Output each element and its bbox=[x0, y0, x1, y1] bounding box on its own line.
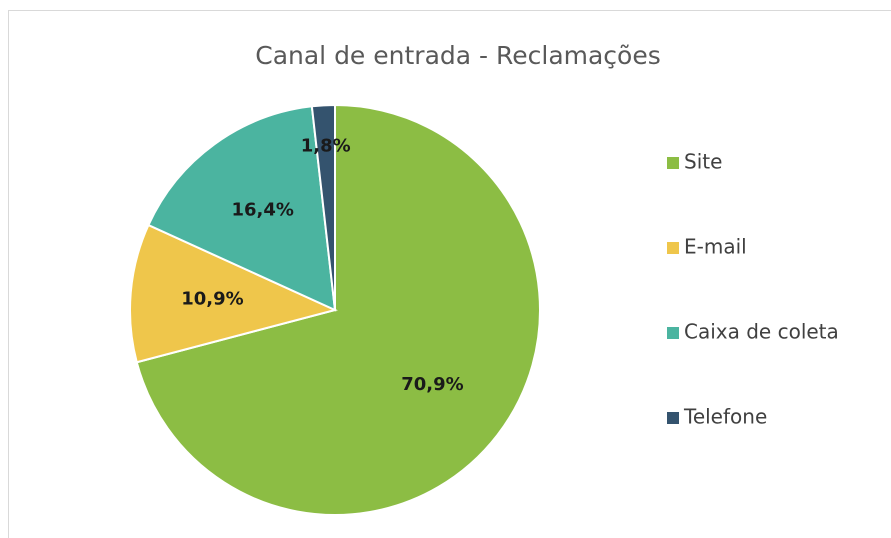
legend-swatch bbox=[667, 157, 679, 169]
legend-label: Site bbox=[684, 150, 722, 174]
pie-slice bbox=[147, 105, 337, 312]
legend-label: E-mail bbox=[684, 235, 747, 259]
pie-slice bbox=[310, 103, 336, 311]
pie-slice bbox=[135, 103, 541, 516]
legend-label: Telefone bbox=[683, 405, 767, 429]
chart-title: Canal de entrada - Reclamações bbox=[255, 41, 661, 70]
legend-label: Caixa de coleta bbox=[684, 320, 839, 344]
data-label: 70,9% bbox=[401, 374, 463, 395]
legend-swatch bbox=[667, 242, 679, 254]
pie-slice bbox=[129, 223, 338, 364]
data-label: 10,9% bbox=[181, 289, 243, 310]
data-label: 16,4% bbox=[231, 199, 293, 220]
legend-swatch bbox=[667, 327, 679, 339]
data-label: 1,8% bbox=[301, 135, 351, 156]
legend-swatch bbox=[667, 412, 679, 424]
